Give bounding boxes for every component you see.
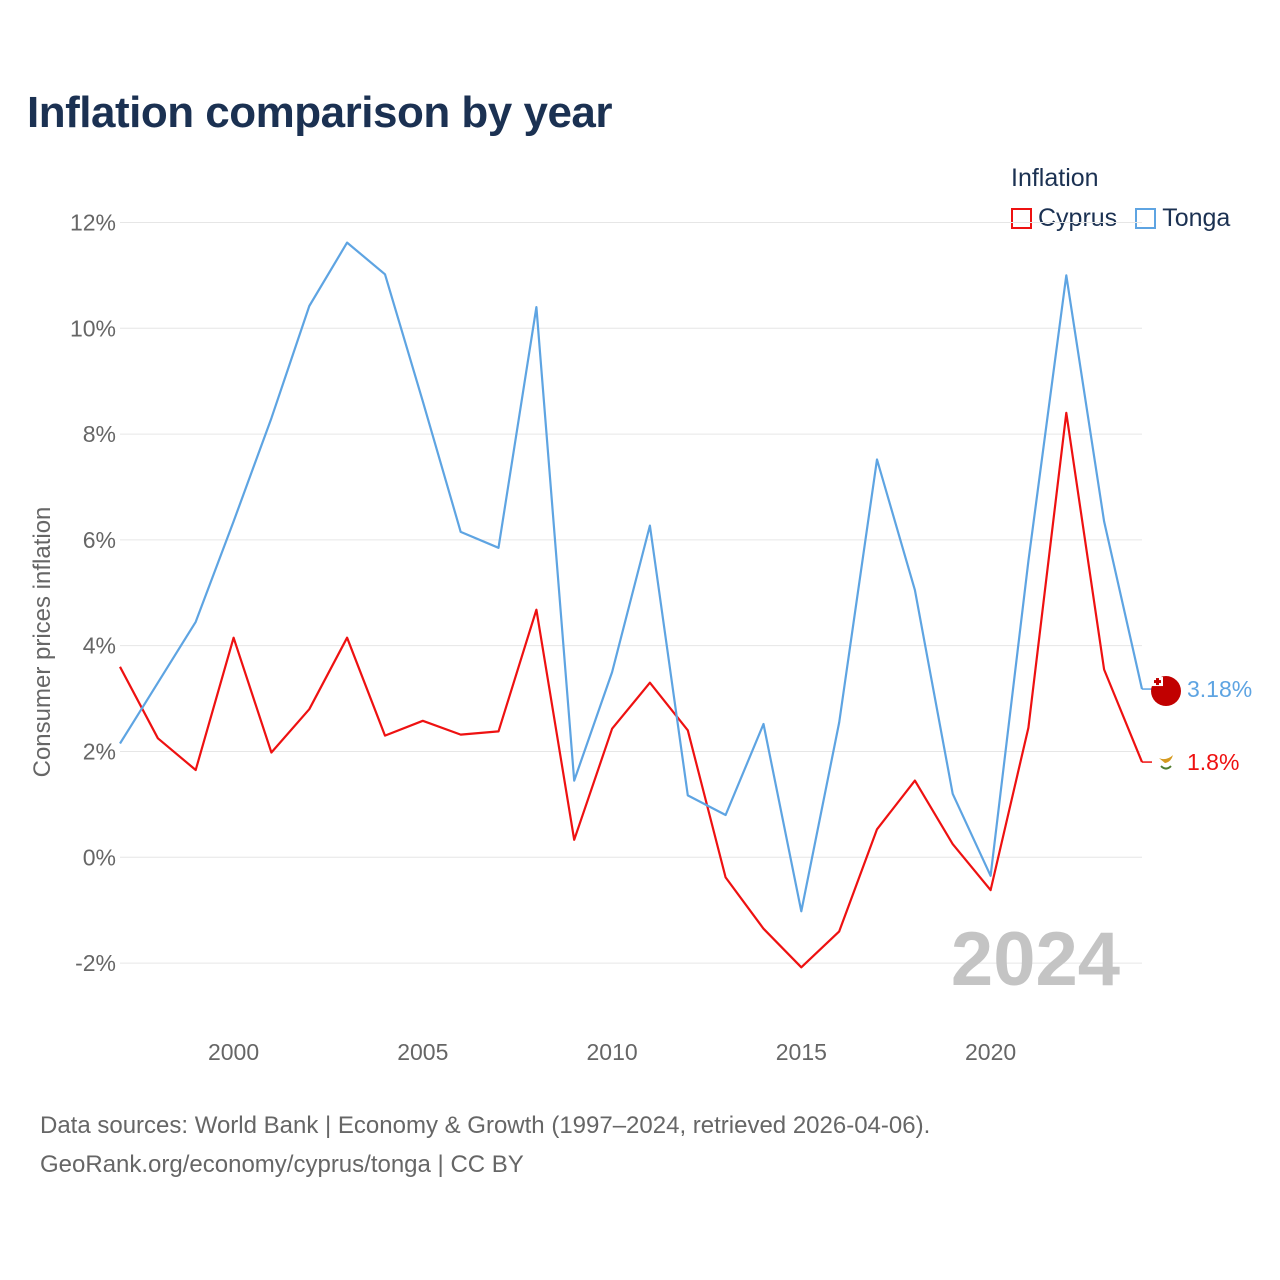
data-point-cyprus[interactable] <box>1101 666 1107 672</box>
y-axis-label: Consumer prices inflation <box>29 507 56 778</box>
y-tick-label: 8% <box>83 421 116 447</box>
end-value-label-tonga: 3.18% <box>1187 676 1252 702</box>
data-point-cyprus[interactable] <box>912 778 918 784</box>
data-point-cyprus[interactable] <box>685 727 691 733</box>
data-point-tonga[interactable] <box>647 523 653 529</box>
legend-swatch-cyprus <box>1011 208 1032 229</box>
legend-item-cyprus[interactable]: Cyprus <box>1011 204 1117 233</box>
data-point-tonga[interactable] <box>458 529 464 535</box>
data-point-cyprus[interactable] <box>382 733 388 739</box>
series-line-cyprus[interactable] <box>119 411 1144 969</box>
legend: Inflation Cyprus Tonga <box>1011 162 1230 233</box>
grid-lines <box>120 221 1142 964</box>
end-markers: 1.8% 3.18% <box>1142 676 1252 775</box>
data-point-tonga[interactable] <box>231 518 237 524</box>
data-point-tonga[interactable] <box>117 741 123 747</box>
data-point-tonga[interactable] <box>988 873 994 879</box>
data-point-tonga[interactable] <box>1025 558 1031 564</box>
x-tick-label: 2000 <box>208 1039 259 1065</box>
data-point-cyprus[interactable] <box>420 718 426 724</box>
data-point-cyprus[interactable] <box>231 635 237 641</box>
data-point-cyprus[interactable] <box>155 735 161 741</box>
legend-label-cyprus: Cyprus <box>1038 204 1118 232</box>
data-point-cyprus[interactable] <box>760 926 766 932</box>
data-point-tonga[interactable] <box>155 680 161 686</box>
data-point-cyprus[interactable] <box>1025 725 1031 731</box>
source-note: Data sources: World Bank | Economy & Gro… <box>40 1106 930 1184</box>
x-tick-label: 2020 <box>965 1039 1016 1065</box>
data-point-cyprus[interactable] <box>609 726 615 732</box>
y-tick-label: 12% <box>70 209 116 235</box>
data-point-tonga[interactable] <box>306 303 312 309</box>
data-point-tonga[interactable] <box>760 721 766 727</box>
data-point-cyprus[interactable] <box>458 732 464 738</box>
data-point-tonga[interactable] <box>382 271 388 277</box>
y-tick-label: -2% <box>75 950 116 976</box>
data-point-cyprus[interactable] <box>344 635 350 641</box>
data-point-cyprus[interactable] <box>571 837 577 843</box>
x-tick-labels: 2000 2005 2010 2015 2020 <box>208 1039 1016 1065</box>
data-point-cyprus[interactable] <box>950 841 956 847</box>
legend-swatch-tonga <box>1135 208 1157 229</box>
data-point-tonga[interactable] <box>950 791 956 797</box>
data-point-cyprus[interactable] <box>306 706 312 712</box>
tonga-flag-cross-icon <box>1154 680 1161 684</box>
legend-label-tonga: Tonga <box>1162 204 1231 232</box>
data-point-tonga[interactable] <box>723 812 729 818</box>
legend-item-tonga[interactable]: Tonga <box>1135 204 1230 233</box>
data-point-cyprus[interactable] <box>647 680 653 686</box>
source-line-1: Data sources: World Bank | Economy & Gro… <box>40 1112 931 1139</box>
data-point-tonga[interactable] <box>798 908 804 914</box>
data-point-cyprus[interactable] <box>193 767 199 773</box>
data-point-tonga[interactable] <box>571 778 577 784</box>
data-point-tonga[interactable] <box>1101 518 1107 524</box>
data-point-cyprus[interactable] <box>723 874 729 880</box>
data-point-tonga[interactable] <box>533 304 539 310</box>
x-tick-label: 2015 <box>776 1039 827 1065</box>
y-tick-labels: -2% 0% 2% 4% 6% 8% 10% 12% <box>70 209 116 976</box>
data-point-cyprus[interactable] <box>798 964 804 970</box>
data-point-cyprus[interactable] <box>1063 410 1069 416</box>
y-tick-label: 6% <box>83 527 116 553</box>
cyprus-flag-olive-icon <box>1160 765 1172 770</box>
data-point-tonga[interactable] <box>193 619 199 625</box>
x-tick-label: 2010 <box>586 1039 637 1065</box>
data-point-cyprus[interactable] <box>117 664 123 670</box>
x-tick-label: 2005 <box>397 1039 448 1065</box>
series-lines <box>117 240 1144 970</box>
series-line-tonga[interactable] <box>119 241 1144 913</box>
source-line-2: GeoRank.org/economy/cyprus/tonga | CC BY <box>40 1151 524 1178</box>
chart-title: Inflation comparison by year <box>27 88 613 137</box>
y-tick-label: 2% <box>83 738 116 764</box>
data-point-cyprus[interactable] <box>874 826 880 832</box>
cyprus-flag-map-icon <box>1159 755 1173 764</box>
year-watermark: 2024 <box>951 917 1120 1002</box>
data-point-tonga[interactable] <box>874 456 880 462</box>
data-point-tonga[interactable] <box>344 240 350 246</box>
data-point-cyprus[interactable] <box>496 728 502 734</box>
y-tick-label: 0% <box>83 844 116 870</box>
end-value-label-cyprus: 1.8% <box>1187 749 1239 775</box>
data-point-tonga[interactable] <box>268 415 274 421</box>
data-point-tonga[interactable] <box>609 669 615 675</box>
data-point-cyprus[interactable] <box>268 750 274 756</box>
data-point-tonga[interactable] <box>1063 272 1069 278</box>
y-tick-label: 10% <box>70 315 116 341</box>
data-point-tonga[interactable] <box>912 587 918 593</box>
data-point-tonga[interactable] <box>685 792 691 798</box>
data-point-cyprus[interactable] <box>988 887 994 893</box>
data-point-cyprus[interactable] <box>836 928 842 934</box>
data-point-tonga[interactable] <box>420 398 426 404</box>
legend-title: Inflation <box>1011 164 1099 192</box>
data-point-tonga[interactable] <box>836 719 842 725</box>
data-point-tonga[interactable] <box>496 545 502 551</box>
y-tick-label: 4% <box>83 633 116 659</box>
data-point-cyprus[interactable] <box>533 607 539 613</box>
